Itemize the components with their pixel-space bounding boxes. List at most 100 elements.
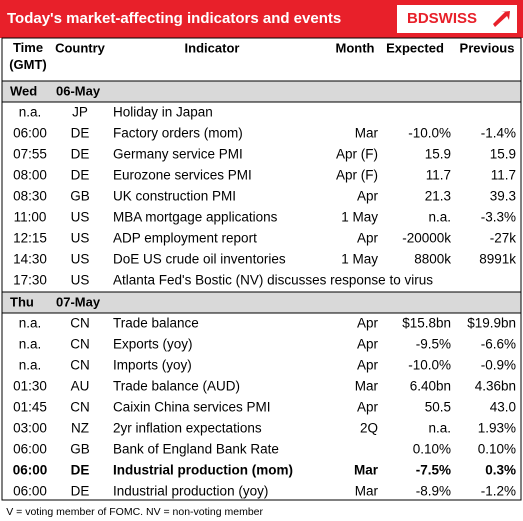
cell: -27k xyxy=(490,231,517,246)
cell: Industrial production (yoy) xyxy=(113,484,268,499)
cell: Apr (F) xyxy=(336,147,378,162)
cell: 21.3 xyxy=(425,189,451,204)
cell: Mar xyxy=(355,126,379,141)
cell: Caixin China services PMI xyxy=(113,400,271,415)
cell: -10.0% xyxy=(408,126,451,141)
cell: n.a. xyxy=(19,358,42,373)
section-date: 07-May xyxy=(56,294,101,309)
cell: 11.7 xyxy=(426,168,451,183)
cell: Industrial production (mom) xyxy=(113,463,293,478)
cell: 06:00 xyxy=(13,126,47,141)
cell: 1 May xyxy=(341,210,378,225)
cell: CN xyxy=(70,337,90,352)
cell: Imports (yoy) xyxy=(113,358,192,373)
cell: US xyxy=(71,210,90,225)
cell: 4.36bn xyxy=(475,379,516,394)
cell: -7.5% xyxy=(416,463,451,478)
cell: Trade balance (AUD) xyxy=(113,379,240,394)
cell: 01:45 xyxy=(13,400,47,415)
cell: Mar xyxy=(355,379,379,394)
cell: 43.0 xyxy=(490,400,516,415)
logo-arrow xyxy=(493,11,510,27)
cell: 11:00 xyxy=(14,210,47,225)
cell: UK construction PMI xyxy=(113,189,236,204)
cell: n.a. xyxy=(19,105,42,120)
cell: 03:00 xyxy=(13,421,47,436)
section-date: 06-May xyxy=(56,83,101,98)
cell: NZ xyxy=(71,421,89,436)
cell: AU xyxy=(71,379,90,394)
cell: 39.3 xyxy=(490,189,516,204)
cell: 08:00 xyxy=(13,168,47,183)
cell: Bank of England Bank Rate xyxy=(113,442,279,457)
cell: US xyxy=(71,252,90,267)
cell: 17:30 xyxy=(13,273,47,288)
cell: 2yr inflation expectations xyxy=(113,421,262,436)
cell: 15.9 xyxy=(425,147,451,162)
cell: 01:30 xyxy=(13,379,47,394)
column-header: Time (GMT) xyxy=(9,40,47,72)
cell: -0.9% xyxy=(481,358,516,373)
cell: DE xyxy=(71,484,90,499)
section-band xyxy=(1,291,522,314)
cell: GB xyxy=(70,442,90,457)
title: Today's market-affecting indicators and … xyxy=(7,10,341,27)
column-header: Country xyxy=(55,40,106,55)
cell: Exports (yoy) xyxy=(113,337,193,352)
cell: Germany service PMI xyxy=(113,147,243,162)
cell: 8991k xyxy=(479,252,516,267)
cell: 50.5 xyxy=(425,400,451,415)
cell: 0.3% xyxy=(485,463,516,478)
cell: 08:30 xyxy=(13,189,47,204)
cell: -20000k xyxy=(402,231,451,246)
cell: 6.40bn xyxy=(410,379,451,394)
cell: Mar xyxy=(354,463,379,478)
cell: 11.7 xyxy=(491,168,516,183)
cell: CN xyxy=(70,316,90,331)
cell: Eurozone services PMI xyxy=(113,168,252,183)
cell: $15.8bn xyxy=(402,316,451,331)
cell: -1.4% xyxy=(481,126,516,141)
cell: -10.0% xyxy=(408,358,451,373)
logo-box xyxy=(397,5,517,33)
cell: US xyxy=(71,231,90,246)
cell: Apr (F) xyxy=(336,168,378,183)
cell: Apr xyxy=(357,231,379,246)
cell: Apr xyxy=(357,400,379,415)
cell: n.a. xyxy=(19,316,42,331)
cell: CN xyxy=(70,358,90,373)
cell: DE xyxy=(71,463,90,478)
cell: -1.2% xyxy=(481,484,516,499)
cell: 1.93% xyxy=(478,421,516,436)
cell: -3.3% xyxy=(481,210,516,225)
cell: n.a. xyxy=(19,337,42,352)
cell: 15.9 xyxy=(490,147,516,162)
cell: Mar xyxy=(355,484,379,499)
cell: 2Q xyxy=(360,421,378,436)
cell: 0.10% xyxy=(478,442,516,457)
cell: DE xyxy=(71,168,90,183)
logo: BDSWISS xyxy=(407,10,477,27)
cell: CN xyxy=(70,400,90,415)
cell: MBA mortgage applications xyxy=(113,210,278,225)
cell: JP xyxy=(72,105,88,120)
cell: ADP employment report xyxy=(113,231,257,246)
cell: Apr xyxy=(357,189,379,204)
section-band xyxy=(1,80,522,103)
column-header: Previous xyxy=(460,40,515,55)
table-border xyxy=(1,37,522,501)
cell: n.a. xyxy=(428,421,451,436)
cell: Holiday in Japan xyxy=(113,105,213,120)
cell: $19.9bn xyxy=(467,316,516,331)
cell: GB xyxy=(70,189,90,204)
cell: 8800k xyxy=(414,252,451,267)
cell: 12:15 xyxy=(13,231,47,246)
cell: 14:30 xyxy=(13,252,47,267)
section-day: Thu xyxy=(10,294,34,309)
cell: -9.5% xyxy=(416,337,451,352)
cell: DoE US crude oil inventories xyxy=(113,252,286,267)
cell: 06:00 xyxy=(13,463,48,478)
column-header: Month xyxy=(336,40,375,55)
column-header: Expected xyxy=(386,40,444,55)
cell: 0.10% xyxy=(413,442,451,457)
